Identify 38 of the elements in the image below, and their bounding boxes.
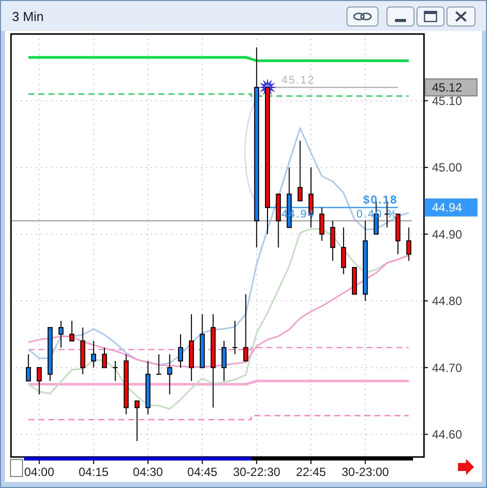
candlestick (134, 400, 140, 442)
candlestick (167, 354, 172, 395)
candlestick (112, 360, 118, 382)
x-tick-label: 04:45 (187, 465, 218, 479)
candlestick (232, 320, 238, 355)
candlestick (69, 320, 74, 342)
x-tick-label: 22:45 (296, 465, 326, 479)
x-tick-label: 04:30 (132, 465, 164, 479)
candlestick (36, 367, 42, 395)
candlestick (178, 334, 184, 368)
text: 45.12 (432, 80, 462, 95)
candlestick (58, 320, 64, 348)
y-tick-label: 44.70 (432, 360, 462, 375)
candlestick (406, 226, 412, 262)
x-tick-label: 04:00 (24, 465, 55, 479)
y-tick-label: 45.00 (432, 160, 462, 175)
y-tick-label: 44.60 (432, 428, 462, 442)
candlestick (26, 354, 31, 382)
candlestick (319, 206, 324, 242)
x-tick-label: 04:15 (78, 465, 109, 479)
x-tick-label: 30-22:30 (232, 465, 281, 479)
candlestick (222, 340, 227, 382)
candlestick (330, 220, 336, 262)
candlestick (156, 354, 162, 375)
candlestick (102, 347, 107, 368)
chart-title: 3 Min (12, 9, 44, 24)
candlestick (243, 294, 248, 362)
ref-line-label: 45.12 (281, 74, 316, 86)
x-tick-label: 30-23:00 (342, 465, 390, 479)
annotation: $0.18 (363, 194, 398, 206)
candlestick (298, 140, 303, 202)
candlestick (341, 226, 346, 275)
y-tick-label: 44.80 (432, 294, 462, 308)
y-tick-label: 44.90 (432, 227, 462, 242)
candlestick (91, 340, 96, 368)
line-series (28, 127, 410, 366)
y-tick-label: 45.10 (432, 94, 462, 108)
text: 44.94 (432, 200, 462, 215)
